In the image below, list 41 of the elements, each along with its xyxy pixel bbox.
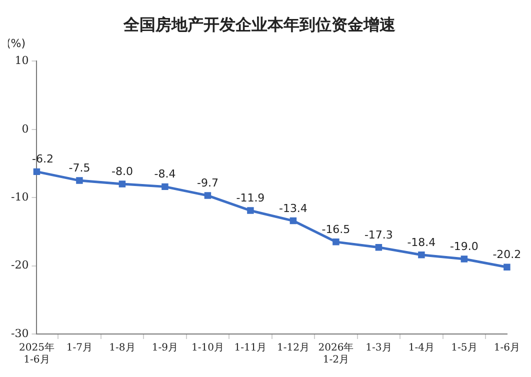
point <box>204 192 212 199</box>
x-tick-label: 2025年 1-6月 <box>18 342 54 366</box>
data-label: -17.3 <box>364 228 393 242</box>
point <box>162 183 168 190</box>
x-tick-label: 1-5月 <box>451 342 478 354</box>
point <box>118 180 126 188</box>
data-label: -16.5 <box>322 222 350 236</box>
point <box>290 217 297 224</box>
y-tick-label: 0 <box>22 122 29 136</box>
x-tick-label: 1-9月 <box>152 342 178 354</box>
point <box>504 264 510 271</box>
x-tick-label: 1-6月 <box>494 342 520 354</box>
data-label: -20.2 <box>492 248 522 262</box>
data-label: -13.4 <box>278 202 308 215</box>
y-tick-label: 10 <box>14 54 29 68</box>
data-label: -8.4 <box>154 168 176 181</box>
data-label: -18.4 <box>407 236 436 249</box>
y-tick-label: -10 <box>10 190 29 204</box>
x-tick-label: 1-4月 <box>408 342 435 354</box>
chart-title: 全国房地产开发企业本年到位资金增速 <box>122 14 396 34</box>
data-label: -19.0 <box>450 240 478 253</box>
x-tick-label: 1-12月 <box>276 342 310 354</box>
x-tick-label: 2026年 1-2月 <box>318 342 354 366</box>
x-tick-label: 1-11月 <box>234 342 267 354</box>
x-tick-label: 1-8月 <box>109 342 136 354</box>
point <box>418 252 425 258</box>
point <box>375 244 382 251</box>
point <box>247 207 254 214</box>
x-tick-label: 1-7月 <box>66 342 93 354</box>
data-label: -9.7 <box>196 176 218 190</box>
data-label: -8.0 <box>111 164 133 178</box>
point <box>460 256 468 262</box>
point <box>33 168 40 176</box>
point <box>332 238 340 246</box>
point <box>76 177 83 184</box>
x-tick-label: 1-3月 <box>366 342 392 354</box>
data-label: -7.5 <box>68 162 90 175</box>
y-tick-label: -20 <box>10 258 29 272</box>
y-tick-label: -30 <box>10 326 29 340</box>
data-label: -11.9 <box>236 192 265 205</box>
x-tick-label: 1-10月 <box>191 342 224 354</box>
